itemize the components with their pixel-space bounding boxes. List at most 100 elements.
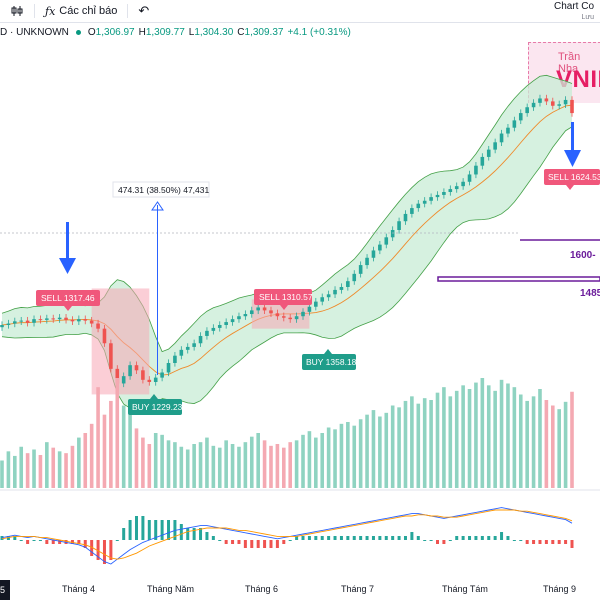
sell-zone bbox=[91, 288, 150, 395]
indicators-button[interactable]: ƒx Các chỉ báo bbox=[45, 5, 117, 18]
macd-histogram-bar bbox=[423, 540, 427, 541]
candle-body bbox=[45, 318, 49, 320]
macd-histogram-bar bbox=[557, 540, 561, 544]
candle-body bbox=[275, 313, 280, 317]
candle-body bbox=[70, 319, 75, 322]
candle-body bbox=[249, 310, 254, 315]
sell-signal-label[interactable]: SELL 1310.57 bbox=[254, 289, 313, 310]
volume-bar bbox=[51, 447, 56, 488]
time-axis-label: Tháng Năm bbox=[147, 584, 195, 594]
candle-body bbox=[269, 310, 273, 314]
volume-bar bbox=[429, 400, 433, 488]
candle-body bbox=[6, 323, 11, 325]
volume-bar bbox=[307, 431, 312, 488]
legend-dot-icon bbox=[75, 30, 81, 35]
candle-body bbox=[19, 320, 24, 322]
time-axis-label: Tháng 6 bbox=[245, 584, 279, 594]
volume-bar bbox=[563, 401, 568, 488]
candle-body bbox=[397, 221, 401, 230]
volume-bar bbox=[134, 428, 139, 488]
macd-histogram-bar bbox=[455, 536, 459, 540]
volume-bar bbox=[320, 433, 325, 488]
candle-body bbox=[358, 265, 363, 274]
measure-label-box bbox=[112, 181, 210, 198]
macd-histogram-bar bbox=[90, 540, 94, 556]
candle-body bbox=[493, 142, 497, 150]
volume-bar bbox=[538, 389, 542, 488]
volume-bar bbox=[499, 379, 504, 488]
down-arrow-icon bbox=[59, 222, 76, 274]
macd-histogram-bar bbox=[243, 540, 247, 548]
volume-bar bbox=[269, 445, 273, 488]
buy-signal-label[interactable]: BUY 1229.23 bbox=[128, 394, 183, 415]
candle-body bbox=[198, 335, 203, 344]
volume-bar bbox=[192, 444, 196, 488]
macd-histogram-bar bbox=[474, 536, 478, 540]
volume-bar bbox=[102, 414, 107, 488]
level-label: 1600- bbox=[570, 250, 596, 261]
macd-histogram-bar bbox=[570, 540, 574, 548]
bollinger-bands bbox=[1, 74, 573, 415]
time-axis[interactable]: 5 Tháng 4 Tháng Năm Tháng 6 Tháng 7 Thán… bbox=[0, 580, 600, 600]
candle-body bbox=[83, 319, 88, 321]
volume-bar bbox=[454, 390, 459, 488]
candle-body bbox=[64, 317, 68, 320]
macd-histogram-bar bbox=[147, 520, 151, 540]
undo-button[interactable]: ↶ bbox=[138, 3, 149, 19]
price-chart[interactable]: 474.31 (38.50%) 47,431 1600- 1485 SELL 1… bbox=[0, 0, 600, 580]
macd-histogram-bar bbox=[83, 540, 87, 548]
macd-histogram-bar bbox=[359, 536, 363, 540]
macd-histogram-bar bbox=[32, 540, 36, 541]
sell-signal-label[interactable]: SELL 1624.53 bbox=[544, 169, 600, 190]
candle-body bbox=[461, 181, 465, 187]
candle-body bbox=[281, 316, 286, 318]
volume-bar bbox=[77, 437, 81, 488]
candle-body bbox=[390, 230, 395, 238]
candle-body bbox=[422, 200, 427, 204]
volume-bar bbox=[217, 447, 222, 488]
volume-bar bbox=[518, 394, 523, 488]
symbol-name[interactable]: D · UNKNOWN bbox=[0, 27, 69, 38]
time-axis-label: Tháng 7 bbox=[341, 584, 375, 594]
chart-layout-title[interactable]: Chart Co Lưu bbox=[554, 1, 594, 23]
macd-histogram-bar bbox=[352, 536, 356, 540]
macd-histogram-bar bbox=[448, 540, 452, 541]
macd-histogram-bar bbox=[275, 540, 279, 548]
candle-body bbox=[474, 165, 478, 175]
measure-arrow-icon bbox=[151, 201, 164, 211]
sell-signal-label[interactable]: SELL 1317.46 bbox=[36, 290, 100, 311]
measure-tool[interactable]: 474.31 (38.50%) 47,431 bbox=[112, 181, 210, 375]
svg-text:BUY 1358.18: BUY 1358.18 bbox=[306, 357, 357, 367]
volume-bar bbox=[281, 447, 286, 488]
candle-body bbox=[454, 186, 459, 190]
volume-bar bbox=[128, 410, 132, 488]
chart-type-icon[interactable] bbox=[10, 4, 24, 18]
candle-body bbox=[339, 287, 344, 290]
legend-high: H1,309.77 bbox=[138, 27, 185, 38]
candle-body bbox=[230, 319, 235, 323]
volume-bar bbox=[0, 460, 4, 488]
candle-body bbox=[499, 133, 504, 143]
candle-body bbox=[435, 194, 440, 198]
resistance-level: 1600- bbox=[520, 239, 600, 261]
candle-body bbox=[525, 107, 529, 114]
macd-histogram-bar bbox=[544, 540, 548, 544]
volume-bar bbox=[346, 422, 350, 488]
macd-histogram-bar bbox=[564, 540, 568, 544]
volume-bar bbox=[115, 378, 120, 488]
candle-body bbox=[307, 306, 312, 312]
candle-body bbox=[288, 317, 293, 320]
candle-body bbox=[243, 314, 248, 317]
candle-body bbox=[294, 316, 299, 320]
candle-body bbox=[378, 244, 382, 251]
volume-bar bbox=[57, 451, 62, 488]
macd-histogram-bar bbox=[199, 528, 203, 540]
volume-bar bbox=[237, 446, 241, 488]
svg-text:SELL 1310.57: SELL 1310.57 bbox=[259, 292, 313, 302]
volume-bar bbox=[493, 390, 497, 488]
volume-bar bbox=[185, 449, 190, 488]
volume-bar bbox=[205, 437, 209, 488]
volume-bar bbox=[358, 419, 363, 488]
buy-signal-label[interactable]: BUY 1358.18 bbox=[302, 349, 357, 370]
volume-bar bbox=[410, 396, 414, 488]
